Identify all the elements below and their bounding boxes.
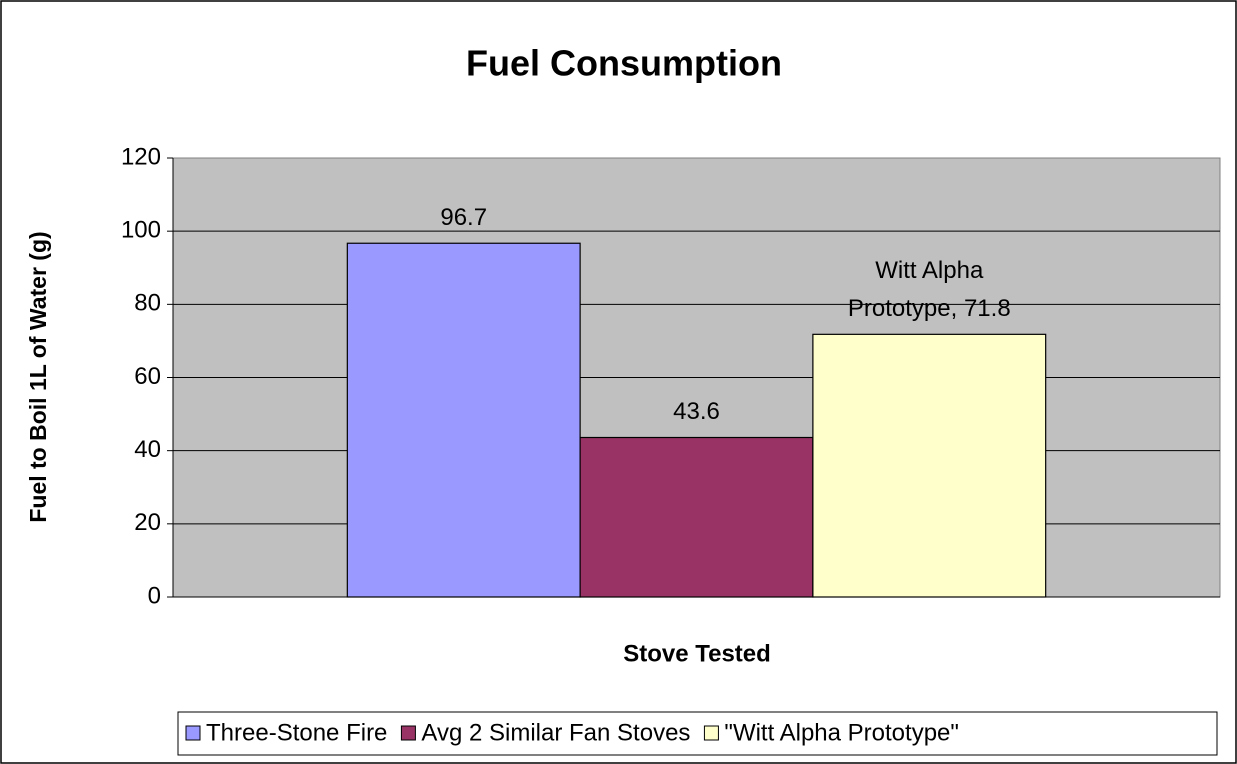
y-tick-label: 40: [134, 436, 161, 463]
y-tick-label: 0: [148, 582, 161, 609]
legend-label: "Witt Alpha Prototype": [724, 719, 958, 746]
legend-label: Three-Stone Fire: [206, 719, 387, 746]
legend-swatch: [185, 725, 201, 741]
bar: [579, 436, 814, 598]
chart-title: Fuel Consumption: [466, 43, 782, 84]
legend-swatch: [703, 725, 719, 741]
y-axis-title: Fuel to Boil 1L of Water (g): [25, 231, 51, 522]
legend-box: [177, 711, 1218, 756]
legend-swatch: [400, 725, 416, 741]
y-tick-label: 20: [134, 509, 161, 536]
y-tick-label: 100: [121, 217, 161, 244]
y-tick-label: 120: [121, 143, 161, 170]
data-label: Witt Alpha Prototype, 71.8: [847, 257, 1011, 323]
x-axis-title: Stove Tested: [623, 640, 771, 667]
y-tick-label: 60: [134, 363, 161, 390]
y-tick-label: 80: [134, 290, 161, 317]
legend-label: Avg 2 Similar Fan Stoves: [421, 719, 690, 746]
data-label: 96.7: [440, 204, 488, 232]
bar: [346, 242, 581, 598]
data-label: 43.6: [673, 398, 720, 426]
bar: [812, 333, 1047, 598]
